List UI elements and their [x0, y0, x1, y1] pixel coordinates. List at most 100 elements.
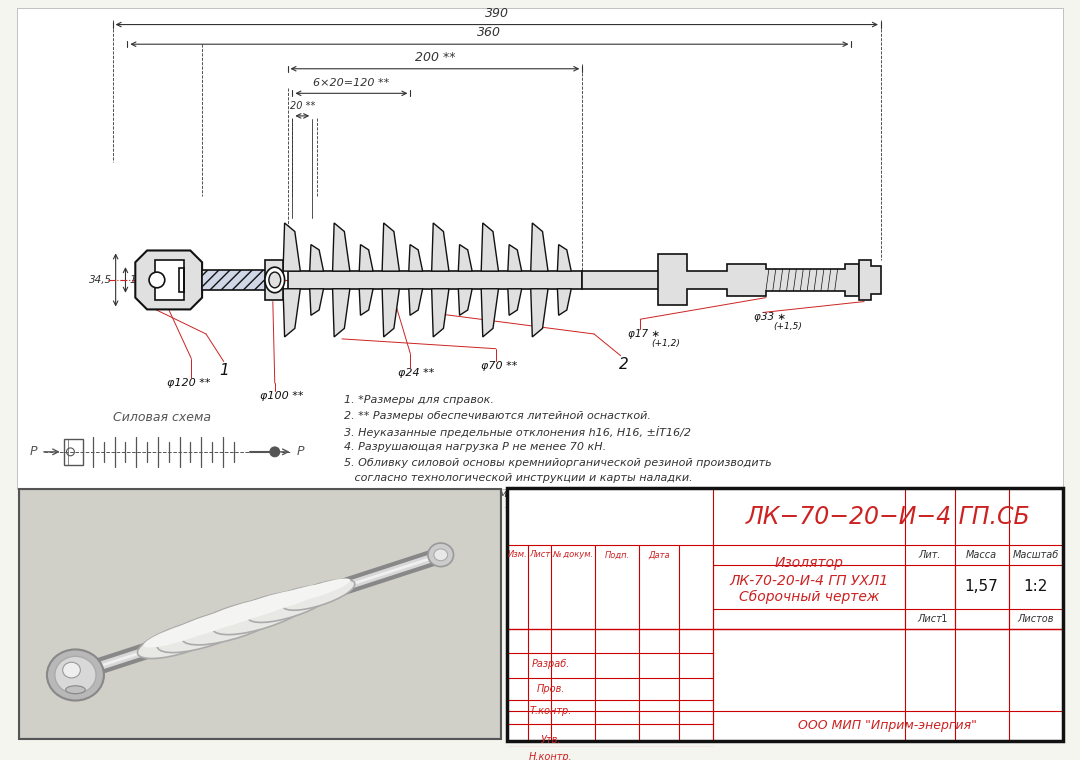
- Text: φ100 **: φ100 **: [260, 391, 303, 401]
- Text: Лит.: Лит.: [919, 550, 941, 560]
- Polygon shape: [508, 289, 522, 315]
- Bar: [507, 488, 1063, 741]
- Text: φ24 **: φ24 **: [397, 369, 434, 378]
- Polygon shape: [458, 289, 472, 315]
- Ellipse shape: [247, 585, 335, 622]
- Text: ЛК-70-20-И-4 ГП УХЛ1: ЛК-70-20-И-4 ГП УХЛ1: [730, 574, 889, 587]
- Ellipse shape: [55, 657, 96, 694]
- Ellipse shape: [269, 272, 281, 288]
- Ellipse shape: [164, 607, 253, 641]
- Text: ЛК−70−20−И−4 ГП.СБ: ЛК−70−20−И−4 ГП.СБ: [745, 505, 1030, 529]
- Text: 360: 360: [477, 27, 501, 40]
- Text: 7. Остальные технические требования по ГОСТ Р 28856–2009.: 7. Остальные технические требования по Г…: [343, 505, 711, 515]
- Text: 1,57: 1,57: [964, 579, 998, 594]
- Ellipse shape: [181, 599, 289, 645]
- Text: Изм.: Изм.: [508, 550, 527, 559]
- Text: Утв.: Утв.: [541, 735, 561, 745]
- Text: φ70 **: φ70 **: [481, 362, 517, 372]
- Text: 20 **: 20 **: [289, 101, 315, 111]
- Ellipse shape: [149, 272, 165, 288]
- Text: Подп.: Подп.: [605, 550, 630, 559]
- Text: 3. Неуказанные предельные отклонения h16, H16, ±İT16/2: 3. Неуказанные предельные отклонения h16…: [343, 426, 690, 439]
- Polygon shape: [360, 245, 373, 271]
- Text: 6. Длина пути утечки 620 мм.: 6. Длина пути утечки 620 мм.: [343, 489, 518, 499]
- Text: 390: 390: [485, 7, 509, 20]
- Text: согласно технологической инструкции и карты наладки.: согласно технологической инструкции и ка…: [343, 473, 692, 483]
- Text: Пров.: Пров.: [537, 683, 565, 694]
- Text: ООО МИП "Иприм-энергия": ООО МИП "Иприм-энергия": [798, 720, 977, 733]
- Polygon shape: [333, 223, 350, 271]
- Bar: [582, 271, 667, 289]
- Polygon shape: [154, 261, 185, 299]
- Text: 19,2: 19,2: [130, 275, 152, 285]
- Polygon shape: [432, 289, 449, 337]
- Polygon shape: [557, 289, 571, 315]
- Polygon shape: [382, 223, 400, 271]
- Polygon shape: [482, 223, 499, 271]
- Text: 34,5: 34,5: [89, 275, 111, 285]
- Text: Разраб.: Разраб.: [531, 659, 570, 669]
- Text: (+1,5): (+1,5): [773, 322, 802, 331]
- Bar: [287, 271, 582, 289]
- Ellipse shape: [283, 579, 355, 610]
- Text: Сборочный чертеж: Сборочный чертеж: [739, 591, 879, 604]
- Text: Силовая схема: Силовая схема: [112, 410, 211, 423]
- Bar: [64, 439, 83, 464]
- Ellipse shape: [253, 584, 329, 612]
- Text: 1: 1: [219, 363, 229, 378]
- Ellipse shape: [428, 543, 454, 567]
- Text: φ120 **: φ120 **: [166, 378, 211, 388]
- Polygon shape: [530, 223, 548, 271]
- Text: φ33 ∗: φ33 ∗: [754, 312, 786, 322]
- Bar: [22, 491, 499, 736]
- Text: 1. *Размеры для справок.: 1. *Размеры для справок.: [343, 395, 494, 405]
- Text: Лист: Лист: [529, 550, 550, 559]
- Polygon shape: [408, 289, 422, 315]
- Text: P: P: [296, 445, 303, 458]
- Text: Масса: Масса: [966, 550, 997, 560]
- Text: 6×20=120 **: 6×20=120 **: [313, 78, 390, 88]
- Polygon shape: [283, 223, 300, 271]
- Bar: [507, 488, 1063, 741]
- Bar: [17, 8, 1063, 489]
- Polygon shape: [508, 245, 522, 271]
- Text: 1:2: 1:2: [1024, 579, 1048, 594]
- Ellipse shape: [66, 686, 85, 694]
- Bar: [19, 489, 501, 739]
- Polygon shape: [658, 255, 860, 306]
- Text: Листов: Листов: [1017, 614, 1054, 624]
- Polygon shape: [310, 245, 324, 271]
- Polygon shape: [458, 245, 472, 271]
- Text: 200 **: 200 **: [415, 51, 455, 64]
- Ellipse shape: [270, 447, 280, 457]
- Polygon shape: [482, 289, 499, 337]
- Ellipse shape: [158, 609, 259, 653]
- Text: 2. ** Размеры обеспечиваются литейной оснасткой.: 2. ** Размеры обеспечиваются литейной ос…: [343, 410, 650, 420]
- Ellipse shape: [63, 662, 80, 678]
- Text: 2: 2: [619, 356, 629, 372]
- Bar: [202, 270, 274, 290]
- Text: P: P: [29, 445, 37, 458]
- Polygon shape: [310, 289, 324, 315]
- Polygon shape: [408, 245, 422, 271]
- Polygon shape: [860, 261, 881, 299]
- Text: № докум.: № докум.: [552, 550, 594, 559]
- Polygon shape: [432, 223, 449, 271]
- Polygon shape: [382, 289, 400, 337]
- Text: 1: 1: [935, 614, 947, 624]
- Ellipse shape: [46, 650, 104, 701]
- Ellipse shape: [137, 619, 230, 659]
- Text: 4. Разрушающая нагрузка P не менее 70 кН.: 4. Разрушающая нагрузка P не менее 70 кН…: [343, 442, 606, 452]
- Text: Н.контр.: Н.контр.: [529, 752, 572, 760]
- Text: Масштаб: Масштаб: [1012, 550, 1058, 560]
- Ellipse shape: [189, 597, 283, 632]
- Ellipse shape: [265, 268, 285, 293]
- Text: φ17 ∗: φ17 ∗: [629, 329, 661, 339]
- Polygon shape: [530, 289, 548, 337]
- Ellipse shape: [287, 578, 350, 602]
- Text: 5. Обливку силовой основы кремнийорганической резиной производить: 5. Обливку силовой основы кремнийорганич…: [343, 458, 771, 467]
- Text: Дата: Дата: [648, 550, 670, 559]
- Ellipse shape: [144, 618, 225, 648]
- Text: Т.контр.: Т.контр.: [529, 706, 572, 716]
- Text: Лист: Лист: [918, 614, 943, 624]
